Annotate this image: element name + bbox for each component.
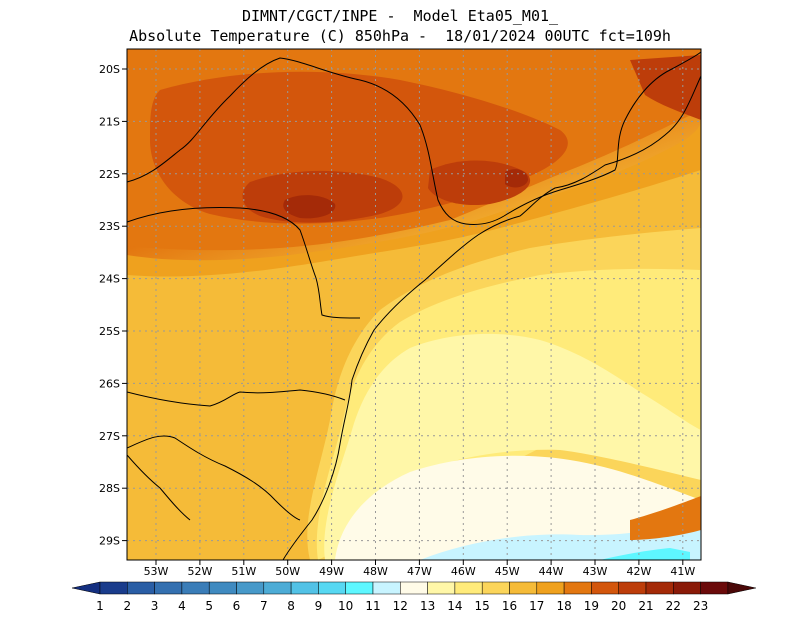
colorbar-segment <box>154 581 183 595</box>
lat-tick-label: 28S <box>99 482 120 495</box>
colorbar-label: 12 <box>393 599 408 613</box>
state-border-sc-rs <box>127 435 301 521</box>
colorbar-label: 20 <box>611 599 626 613</box>
latitude-axis: 20S 21S 22S 23S 24S 25S 26S 27S 28S 29S <box>99 63 127 548</box>
state-border-sp-mg <box>127 57 505 225</box>
lat-tick-label: 23S <box>99 220 120 233</box>
colorbar-segment <box>318 581 346 595</box>
colorbar-label: 3 <box>151 599 159 613</box>
colorbar-label: 22 <box>666 599 681 613</box>
lon-tick-label: 49W <box>319 565 344 578</box>
map-frame <box>126 48 702 561</box>
colorbar-segment <box>345 581 374 595</box>
colorbar-segment <box>236 581 265 595</box>
colorbar-segment <box>700 581 729 595</box>
colorbar-segment <box>263 581 292 595</box>
lat-tick-label: 22S <box>99 168 120 181</box>
colorbar-label: 13 <box>420 599 435 613</box>
colorbar-segment <box>481 581 510 595</box>
lon-tick-label: 51W <box>231 565 256 578</box>
lat-tick-label: 26S <box>99 377 120 390</box>
colorbar-segment <box>290 581 319 595</box>
temperature-field <box>127 49 701 560</box>
colorbar-segment <box>127 581 155 595</box>
lon-tick-label: 44W <box>539 565 564 578</box>
temperature-band-20b <box>428 160 531 206</box>
colorbar-segment <box>427 581 456 595</box>
colorbar-label: 21 <box>638 599 653 613</box>
lat-tick-label: 27S <box>99 430 120 443</box>
lon-tick-label: 45W <box>495 565 520 578</box>
colorbar-segment <box>181 581 210 595</box>
colorbar-segment <box>536 581 565 595</box>
colorbar-label: 7 <box>260 599 268 613</box>
lat-tick-label: 21S <box>99 115 120 128</box>
colorbar-segment <box>563 581 592 595</box>
colorbar-segment <box>591 581 619 595</box>
lon-tick-label: 52W <box>187 565 212 578</box>
colorbar-label: 9 <box>315 599 323 613</box>
lon-tick-label: 41W <box>670 565 695 578</box>
temperature-band-12 <box>335 455 701 560</box>
lat-tick-label: 25S <box>99 325 120 338</box>
colorbar-segment <box>454 581 483 595</box>
colorbar-label: 15 <box>475 599 490 613</box>
colorbar-label: 23 <box>693 599 708 613</box>
colorbar-high-arrow <box>727 581 756 595</box>
lon-tick-label: 43W <box>583 565 608 578</box>
lon-tick-label: 50W <box>275 565 300 578</box>
colorbar-label: 4 <box>178 599 186 613</box>
colorbar-label: 10 <box>338 599 353 613</box>
colorbar-segment <box>509 581 538 595</box>
map-title-line2: Absolute Temperature (C) 850hPa - 18/01/… <box>129 27 671 45</box>
colorbar-label: 11 <box>365 599 380 613</box>
colorbar-label: 17 <box>529 599 544 613</box>
colorbar-segment <box>372 581 401 595</box>
temperature-band-11 <box>420 518 701 560</box>
colorbar-low-arrow <box>71 581 101 595</box>
colorbar-label: 14 <box>447 599 462 613</box>
country-border-west <box>127 454 191 521</box>
lon-tick-label: 53W <box>144 565 169 578</box>
colorbar-label: 5 <box>205 599 213 613</box>
state-border-sp-pr <box>127 207 361 319</box>
colorbar-segment <box>673 581 701 595</box>
colorbar-segment <box>99 581 128 595</box>
map-title-line1: DIMNT/CGCT/INPE - Model Eta05_M01_ <box>241 7 559 25</box>
state-border-pr-sc <box>127 389 346 407</box>
temperature-band-20 <box>242 170 403 223</box>
lon-tick-label: 47W <box>407 565 432 578</box>
colorbar-label: 1 <box>96 599 104 613</box>
temperature-band-13 <box>324 333 701 560</box>
lon-tick-label: 48W <box>363 565 388 578</box>
longitude-axis: 53W 52W 51W 50W 49W 48W 47W 46W 45W 44W 43W 42W 41W <box>144 560 695 578</box>
lat-tick-label: 20S <box>99 63 120 76</box>
temperature-band-21 <box>283 195 336 219</box>
temperature-band-21b <box>505 169 528 188</box>
lat-tick-label: 29S <box>99 535 120 548</box>
colorbar: 1 2 3 4 5 6 7 8 9 10 11 12 13 14 15 16 17 18 19 20 21 22 23 <box>71 581 756 613</box>
temperature-band-10 <box>600 548 690 560</box>
colorbar-segment <box>208 581 237 595</box>
colorbar-label: 6 <box>233 599 241 613</box>
lon-tick-label: 46W <box>451 565 476 578</box>
lat-tick-label: 24S <box>99 273 120 286</box>
colorbar-label: 18 <box>556 599 571 613</box>
lat-lon-gridlines <box>127 49 701 560</box>
colorbar-label: 8 <box>287 599 295 613</box>
colorbar-segment <box>400 581 428 595</box>
colorbar-label: 19 <box>584 599 599 613</box>
colorbar-segment <box>618 581 647 595</box>
state-border-mg-rj <box>503 51 701 217</box>
colorbar-label: 16 <box>502 599 517 613</box>
colorbar-label: 2 <box>123 599 131 613</box>
lon-tick-label: 42W <box>626 565 651 578</box>
colorbar-segment <box>645 581 674 595</box>
geography-lines <box>127 51 701 560</box>
